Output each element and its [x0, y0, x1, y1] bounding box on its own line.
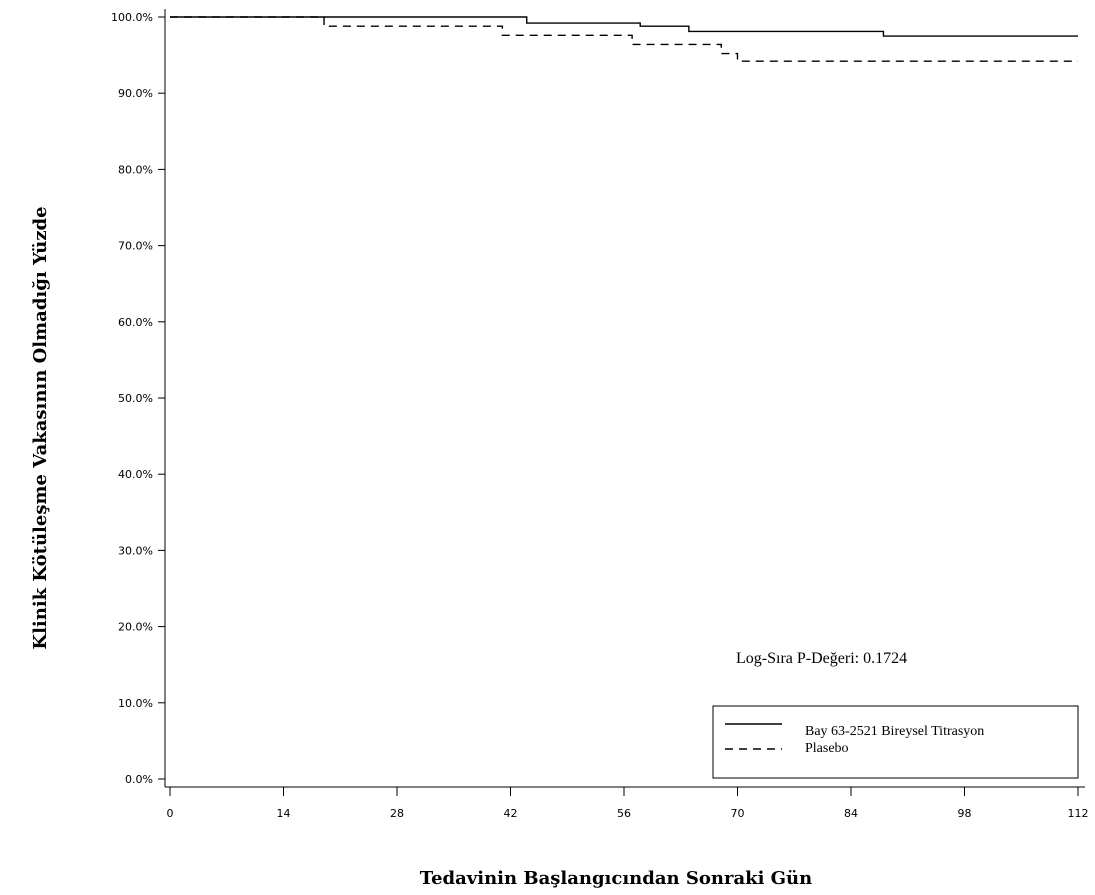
legend-box [712, 705, 1079, 779]
y-tick-label: 60.0% [118, 316, 153, 329]
y-tick-label: 0.0% [125, 773, 153, 786]
series-line-treatment [170, 16, 1078, 37]
y-tick-label: 50.0% [118, 392, 153, 405]
x-axis-title: Tedavinin Başlangıcından Sonraki Gün [420, 868, 812, 889]
y-tick-label: 70.0% [118, 240, 153, 253]
x-tick-label: 42 [504, 807, 518, 820]
y-tick-label: 90.0% [118, 87, 153, 100]
x-tick-label: 14 [277, 807, 291, 820]
x-tick-label: 84 [844, 807, 858, 820]
x-axis-ticks: 0 14 28 42 56 70 84 98 112 [167, 787, 1089, 820]
series-line-placebo [170, 16, 1078, 62]
y-tick-label: 20.0% [118, 621, 153, 634]
x-tick-label: 0 [167, 807, 174, 820]
legend-label-treatment: Bay 63-2521 Bireysel Titrasyon [805, 724, 984, 739]
x-tick-label: 56 [617, 807, 631, 820]
y-tick-label: 30.0% [118, 544, 153, 557]
p-value-annotation: Log-Sıra P-Değeri: 0.1724 [736, 650, 907, 667]
x-tick-label: 112 [1068, 807, 1089, 820]
x-tick-label: 70 [731, 807, 745, 820]
y-tick-label: 40.0% [118, 468, 153, 481]
y-tick-label: 100.0% [111, 11, 153, 24]
y-axis-ticks: 0.0% 10.0% 20.0% 30.0% 40.0% 50.0% 60.0% 70.0% 8… [111, 11, 165, 786]
y-axis-title: Klinik Kötüleşme Vakasının Olmadığı Yüzd… [30, 206, 51, 649]
y-tick-label: 80.0% [118, 163, 153, 176]
series-layer [170, 16, 1078, 62]
y-tick-label: 10.0% [118, 697, 153, 710]
x-tick-label: 28 [390, 807, 404, 820]
legend: Bay 63-2521 Bireysel Titrasyon Plasebo [712, 705, 1079, 779]
x-tick-label: 98 [958, 807, 972, 820]
legend-label-placebo: Plasebo [805, 741, 849, 756]
